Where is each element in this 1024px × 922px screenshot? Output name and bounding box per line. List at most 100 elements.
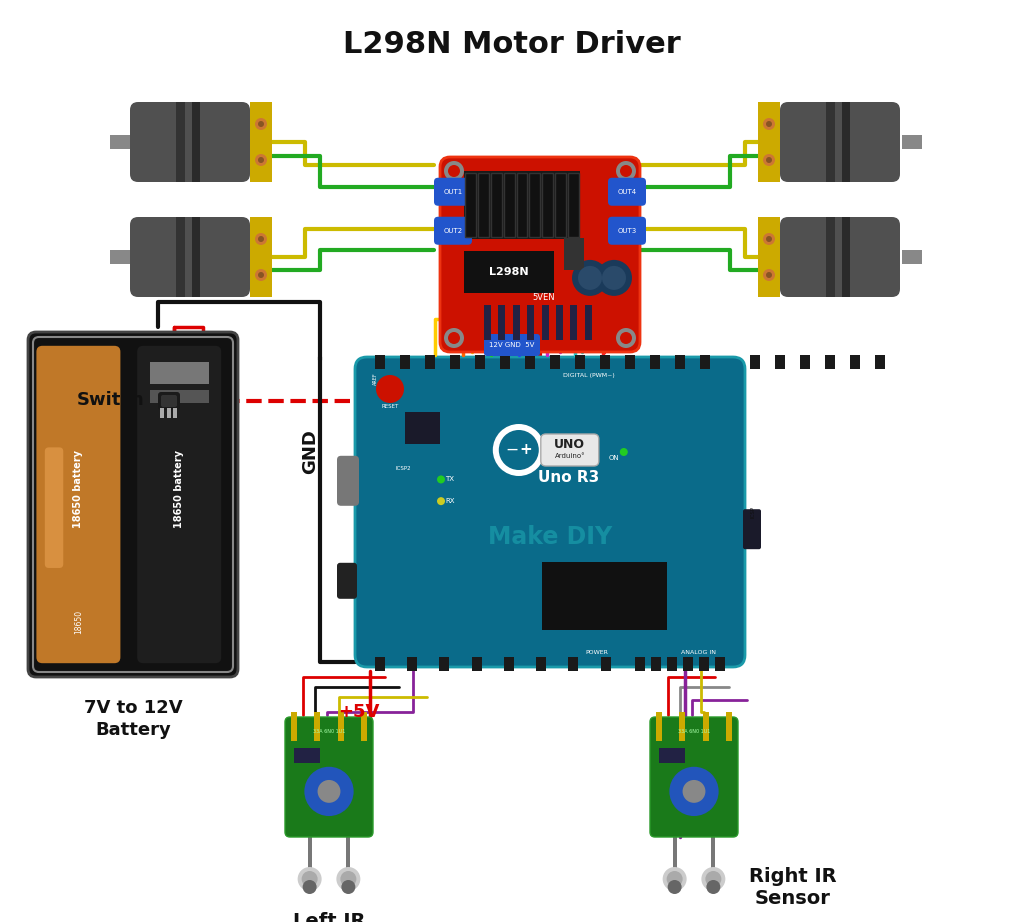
Bar [400, 355, 410, 369]
Text: ANALOG IN: ANALOG IN [681, 651, 716, 656]
FancyBboxPatch shape [780, 102, 900, 182]
Text: OUT4: OUT4 [617, 189, 637, 195]
Bar [726, 712, 732, 741]
Text: 18650 battery: 18650 battery [74, 450, 83, 527]
Text: TX: TX [445, 476, 454, 482]
Bar [173, 408, 177, 418]
Bar [555, 172, 566, 237]
Bar [250, 102, 272, 182]
Bar [712, 835, 716, 875]
Bar [475, 355, 485, 369]
Circle shape [620, 165, 632, 177]
Text: Left IR: Left IR [293, 912, 366, 922]
Circle shape [340, 871, 356, 887]
Circle shape [620, 332, 632, 344]
Bar [516, 172, 527, 237]
Circle shape [578, 266, 602, 290]
FancyBboxPatch shape [37, 346, 121, 663]
Text: AREF: AREF [373, 372, 378, 385]
Circle shape [444, 328, 464, 348]
Text: Switch: Switch [77, 391, 145, 409]
FancyBboxPatch shape [158, 392, 180, 410]
Bar [504, 172, 514, 237]
Circle shape [663, 867, 687, 891]
Text: Arduino°: Arduino° [554, 453, 585, 459]
FancyBboxPatch shape [608, 217, 646, 244]
FancyBboxPatch shape [137, 346, 221, 663]
Bar [556, 305, 563, 340]
Bar [150, 361, 209, 384]
Bar [294, 748, 321, 762]
Bar [825, 355, 835, 369]
Bar [361, 712, 368, 741]
Circle shape [449, 332, 460, 344]
Circle shape [670, 767, 719, 816]
Bar [525, 355, 535, 369]
Text: RESET: RESET [381, 405, 398, 409]
Bar [406, 412, 440, 443]
Bar [307, 835, 311, 875]
Circle shape [255, 233, 267, 245]
Bar [673, 835, 677, 875]
Text: 12V GND  5V: 12V GND 5V [489, 342, 535, 348]
Bar [600, 657, 610, 671]
Text: ON: ON [608, 455, 620, 461]
Bar [542, 561, 667, 630]
Text: 33A 6N0 1U1: 33A 6N0 1U1 [678, 729, 711, 734]
Bar [843, 217, 850, 297]
Bar [375, 355, 385, 369]
Circle shape [255, 154, 267, 166]
Circle shape [258, 272, 264, 278]
Bar [465, 172, 476, 237]
Bar [425, 355, 435, 369]
Bar [625, 355, 635, 369]
Bar [775, 355, 785, 369]
Bar [683, 657, 693, 671]
Bar [843, 102, 850, 182]
Text: GND: GND [301, 430, 319, 475]
Bar [570, 305, 578, 340]
Bar [568, 172, 579, 237]
Bar [291, 712, 297, 741]
Circle shape [706, 871, 721, 887]
Text: Uno R3: Uno R3 [539, 470, 599, 486]
Text: +5V: +5V [338, 703, 379, 721]
Text: 18650: 18650 [74, 609, 83, 634]
Text: L: L [510, 426, 514, 432]
Circle shape [255, 118, 267, 130]
Text: 33A 6N0 1U1: 33A 6N0 1U1 [312, 729, 345, 734]
Bar [499, 305, 506, 340]
Circle shape [766, 121, 772, 127]
FancyBboxPatch shape [45, 447, 63, 568]
Bar [542, 305, 549, 340]
Bar [667, 657, 677, 671]
Bar [478, 172, 488, 237]
Circle shape [258, 121, 264, 127]
Bar [550, 355, 560, 369]
Bar [167, 408, 171, 418]
Circle shape [668, 880, 682, 894]
Bar [175, 102, 185, 182]
Circle shape [616, 161, 636, 181]
Text: RX: RX [445, 498, 455, 503]
Text: 18650 battery: 18650 battery [174, 450, 184, 527]
Text: OUT2: OUT2 [443, 228, 463, 234]
Bar [700, 355, 710, 369]
Circle shape [596, 260, 632, 296]
Bar [150, 390, 209, 403]
Bar [543, 172, 553, 237]
Circle shape [437, 476, 445, 483]
FancyBboxPatch shape [608, 178, 646, 206]
Circle shape [766, 236, 772, 242]
Bar [464, 251, 554, 293]
Bar [490, 172, 502, 237]
Text: L298N: L298N [489, 267, 528, 277]
Bar [702, 712, 709, 741]
Circle shape [317, 780, 340, 803]
Bar [193, 102, 200, 182]
Bar [375, 657, 385, 671]
Bar [439, 657, 450, 671]
Circle shape [602, 266, 626, 290]
FancyBboxPatch shape [650, 717, 738, 837]
Circle shape [437, 497, 445, 505]
